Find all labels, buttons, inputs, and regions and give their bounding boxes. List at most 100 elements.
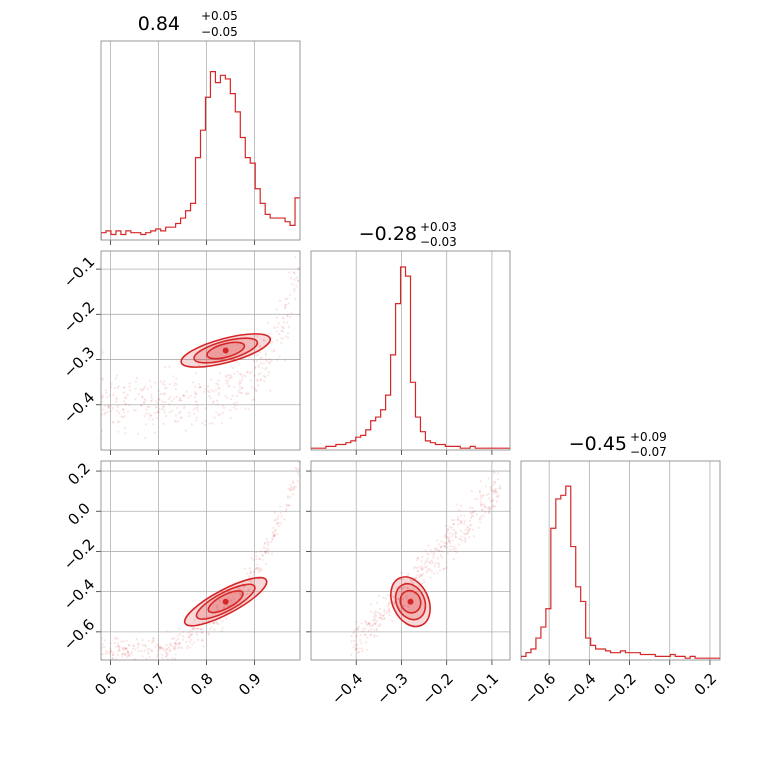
scatter-point xyxy=(142,388,145,391)
scatter-point xyxy=(174,645,177,648)
scatter-point xyxy=(101,652,104,656)
scatter-point xyxy=(271,538,274,541)
scatter-point xyxy=(287,302,290,305)
scatter-point xyxy=(178,646,181,649)
scatter-point xyxy=(243,585,246,588)
scatter-point xyxy=(175,642,178,646)
scatter-point xyxy=(178,627,181,630)
ytick-label-1-0: −0.1 xyxy=(60,253,98,291)
scatter-point xyxy=(289,487,292,490)
scatter-point xyxy=(215,411,218,414)
scatter-point xyxy=(232,402,235,405)
scatter-point xyxy=(292,488,295,491)
scatter-point xyxy=(140,404,143,407)
scatter-point xyxy=(446,530,449,533)
scatter-point xyxy=(392,595,395,598)
scatter-point xyxy=(284,303,287,306)
scatter-point xyxy=(463,520,466,523)
scatter-point xyxy=(125,646,128,650)
scatter-point xyxy=(196,631,199,634)
scatter-point xyxy=(263,362,266,365)
scatter-point xyxy=(225,604,228,608)
scatter-point xyxy=(463,532,466,535)
scatter-point xyxy=(137,666,139,668)
scatter-point xyxy=(497,494,500,497)
panel-2-0 xyxy=(96,460,301,668)
scatter-point xyxy=(195,407,198,410)
scatter-point xyxy=(286,504,289,507)
scatter-point xyxy=(174,414,178,417)
scatter-point xyxy=(159,393,162,396)
scatter-point xyxy=(244,407,247,410)
scatter-point xyxy=(185,647,189,650)
scatter-point xyxy=(169,643,172,647)
scatter-point xyxy=(387,608,390,612)
scatter-point xyxy=(297,461,300,464)
scatter-point xyxy=(163,392,166,395)
scatter-point xyxy=(216,622,219,625)
scatter-point xyxy=(134,380,137,383)
scatter-point xyxy=(484,485,487,488)
scatter-point xyxy=(124,403,127,406)
scatter-point xyxy=(227,385,230,388)
scatter-point xyxy=(253,387,256,390)
scatter-point xyxy=(260,568,263,572)
scatter-point xyxy=(110,650,113,653)
scatter-point xyxy=(447,528,450,531)
scatter-point xyxy=(263,380,266,383)
scatter-point xyxy=(487,477,490,480)
scatter-point xyxy=(147,652,150,656)
scatter-point xyxy=(383,616,386,620)
scatter-point xyxy=(447,540,451,543)
scatter-point xyxy=(279,522,282,525)
scatter-point xyxy=(282,327,285,330)
scatter-point xyxy=(273,534,276,537)
panel-frame-0-0 xyxy=(100,40,301,241)
scatter-point xyxy=(470,515,473,518)
scatter-point xyxy=(265,562,268,565)
scatter-point xyxy=(216,399,219,402)
scatter-point xyxy=(247,589,250,592)
scatter-point xyxy=(420,568,423,571)
scatter-point xyxy=(146,387,149,390)
scatter-point xyxy=(275,308,278,311)
scatter-point xyxy=(268,362,271,365)
scatter-point xyxy=(372,623,375,626)
scatter-point xyxy=(269,389,272,392)
scatter-point xyxy=(107,405,110,408)
title-1-value: −0.28 xyxy=(359,223,417,245)
scatter-point xyxy=(108,404,111,407)
scatter-point xyxy=(250,379,253,382)
scatter-point xyxy=(186,644,189,648)
scatter-point xyxy=(148,417,151,420)
scatter-point xyxy=(208,422,211,425)
scatter-point xyxy=(290,312,293,315)
scatter-point xyxy=(149,400,152,403)
scatter-point xyxy=(254,567,257,571)
scatter-point xyxy=(277,322,280,325)
scatter-point xyxy=(412,588,415,591)
scatter-point xyxy=(199,627,202,630)
scatter-point xyxy=(455,551,458,554)
scatter-point xyxy=(372,618,375,622)
scatter-point xyxy=(127,654,130,657)
scatter-point xyxy=(409,580,412,583)
scatter-point xyxy=(354,647,357,650)
scatter-point xyxy=(122,408,125,411)
scatter-point xyxy=(261,366,264,370)
scatter-point xyxy=(286,495,289,498)
scatter-point xyxy=(169,395,172,398)
scatter-point xyxy=(190,638,193,642)
scatter-point xyxy=(246,370,249,374)
scatter-point xyxy=(455,503,458,506)
scatter-point xyxy=(155,400,158,403)
scatter-point xyxy=(432,556,435,559)
scatter-point xyxy=(440,556,443,559)
scatter-point xyxy=(140,650,143,653)
scatter-point xyxy=(235,394,239,397)
scatter-2-0 xyxy=(101,461,300,668)
scatter-point xyxy=(137,643,140,646)
scatter-point xyxy=(217,393,220,397)
scatter-point xyxy=(124,653,127,657)
scatter-point xyxy=(192,408,195,411)
